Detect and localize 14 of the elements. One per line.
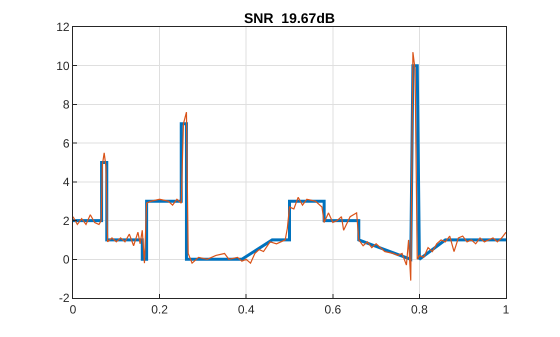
y-tick-label: -2 [58, 291, 70, 306]
y-tick-label: 6 [62, 136, 70, 150]
x-tick-label: 0.4 [238, 302, 255, 316]
y-tick-label: 8 [62, 98, 70, 112]
x-tick-label: 0.8 [411, 302, 428, 316]
y-tick-label: 12 [56, 20, 70, 34]
x-tick-label: 0.2 [151, 302, 168, 316]
y-tick-label: 10 [56, 58, 70, 73]
x-tick-label: 1 [502, 302, 510, 316]
x-tick-label: 0.6 [324, 302, 342, 316]
y-tick-label: 2 [62, 214, 70, 228]
y-tick-label: 4 [62, 175, 70, 190]
chart-title: SNR 19.67dB [244, 10, 336, 26]
y-tick-label: 0 [62, 252, 70, 266]
